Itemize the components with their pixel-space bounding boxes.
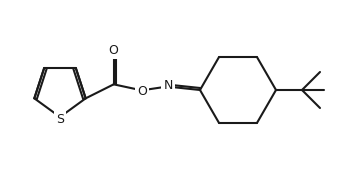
Text: O: O [109, 44, 119, 57]
Text: O: O [137, 85, 147, 98]
Text: N: N [164, 79, 173, 92]
Text: N: N [164, 79, 173, 92]
Text: S: S [56, 112, 64, 126]
